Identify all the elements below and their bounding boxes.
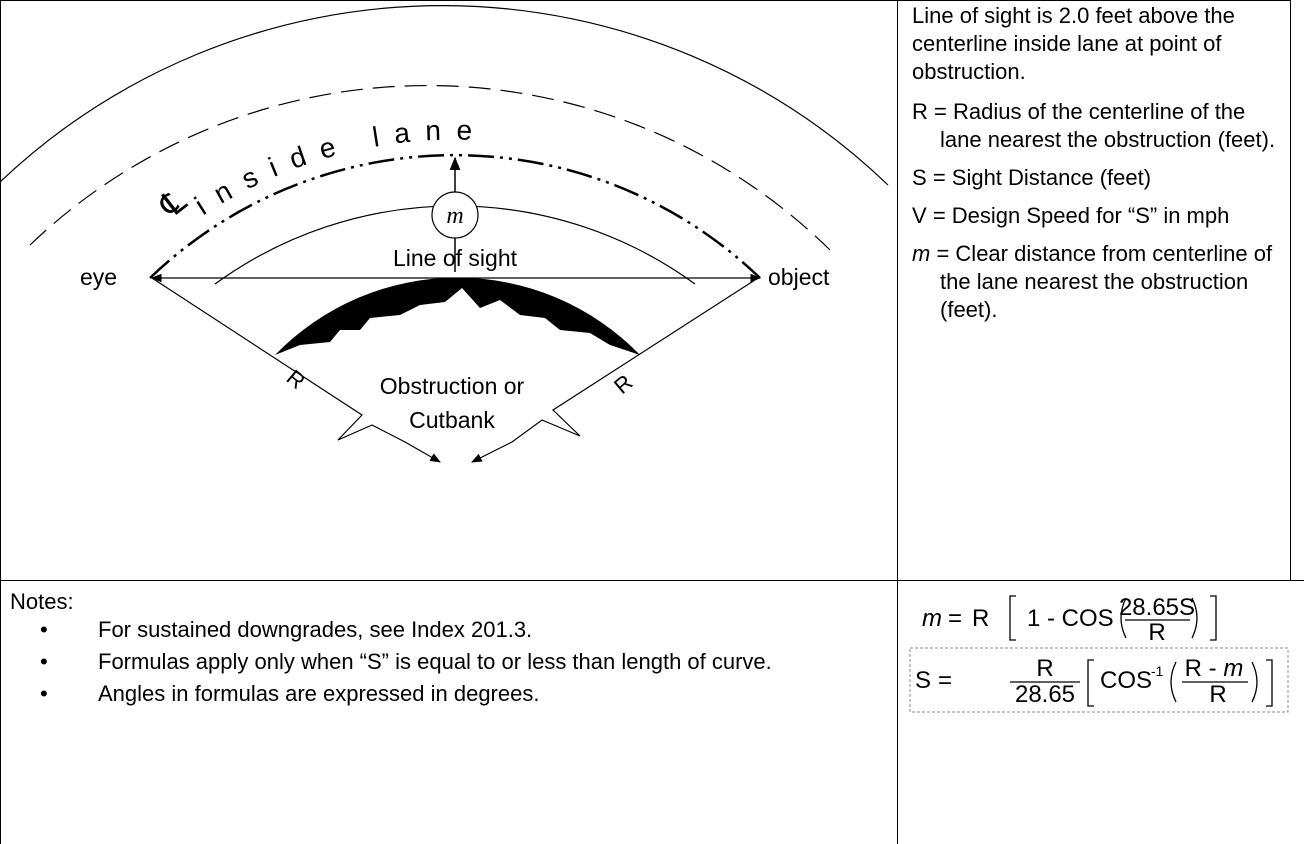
bracket	[1009, 595, 1016, 641]
radius-label: R	[609, 369, 637, 398]
definition: S = Sight Distance (feet)	[912, 164, 1292, 192]
formula-exponent: -1	[1151, 663, 1164, 679]
symbol: V	[912, 203, 927, 228]
m-label: m	[446, 203, 463, 229]
formula-function: COS	[1100, 667, 1152, 694]
formula-denominator: 28.65	[1015, 681, 1075, 708]
selection-box	[909, 647, 1289, 713]
symbol: R	[912, 99, 928, 124]
definition: m = Clear distance from centerline of th…	[912, 240, 1292, 324]
definitions: Line of sight is 2.0 feet above the cent…	[912, 2, 1292, 334]
radius-label: R	[282, 365, 310, 394]
border	[0, 0, 1290, 1]
symbol: m	[912, 241, 931, 266]
obstruction-label: Obstruction or	[380, 373, 525, 399]
formula-eq: =	[938, 667, 952, 694]
sight-diagram: inside lane ℄ m Line of sight eye object…	[0, 5, 889, 463]
centerline-symbol: ℄	[152, 182, 194, 226]
definition-text: = Radius of the centerline of the lane n…	[934, 99, 1276, 152]
notes-heading: Notes:	[10, 589, 74, 614]
border	[1290, 0, 1291, 580]
notes-list: For sustained downgrades, see Index 201.…	[10, 616, 880, 708]
note: Formulas apply only when “S” is equal to…	[10, 648, 880, 676]
bracket	[1266, 659, 1273, 707]
formula-numerator: R	[1036, 655, 1053, 682]
definition-text: = Clear distance from centerline of the …	[936, 241, 1273, 322]
formula-numerator: R - m	[1185, 655, 1244, 682]
obstruction-label: Cutbank	[409, 407, 495, 433]
radius-line	[151, 277, 441, 463]
border	[0, 0, 1, 844]
formula-eq: =	[948, 605, 962, 632]
eye-label: eye	[80, 264, 117, 290]
dashed-arc	[29, 84, 831, 251]
sight-label: Line of sight	[393, 245, 518, 271]
centerline-arc	[149, 153, 761, 279]
formula-function: 1 - COS	[1027, 605, 1114, 632]
notes: Notes: For sustained downgrades, see Ind…	[10, 588, 880, 712]
symbol: S	[912, 165, 927, 190]
intro: Line of sight is 2.0 feet above the cent…	[912, 3, 1235, 84]
paren	[1191, 597, 1198, 639]
formula-lhs: S	[915, 667, 931, 694]
border	[897, 0, 898, 844]
radius-line	[471, 277, 759, 463]
m-circle	[431, 191, 479, 239]
bracket	[1210, 595, 1217, 641]
formulas: m = R 1 - COS 28.65S R S = R 28.65 COS -…	[909, 594, 1289, 713]
definition: R = Radius of the centerline of the lane…	[912, 98, 1292, 154]
definition: V = Design Speed for “S” in mph	[912, 202, 1292, 230]
formula-part: R -	[1185, 655, 1217, 682]
border	[0, 580, 1304, 581]
definition-text: = Design Speed for “S” in mph	[932, 203, 1230, 228]
outer-arc	[0, 5, 889, 186]
formula-numerator: 28.65S	[1119, 594, 1195, 621]
paren	[1170, 661, 1177, 703]
note: Angles in formulas are expressed in degr…	[10, 680, 880, 708]
formula-factor: R	[972, 605, 989, 632]
formula-lhs: m	[922, 605, 942, 632]
formula-part: m	[1223, 655, 1243, 682]
definition-text: = Sight Distance (feet)	[932, 165, 1152, 190]
paren	[1120, 597, 1127, 639]
object-label: object	[768, 264, 830, 290]
note: For sustained downgrades, see Index 201.…	[10, 616, 880, 644]
bracket	[1087, 659, 1094, 707]
formula-denominator: R	[1148, 619, 1165, 646]
paren	[1251, 661, 1258, 703]
obstruction	[275, 277, 640, 355]
formula-denominator: R	[1209, 681, 1226, 708]
